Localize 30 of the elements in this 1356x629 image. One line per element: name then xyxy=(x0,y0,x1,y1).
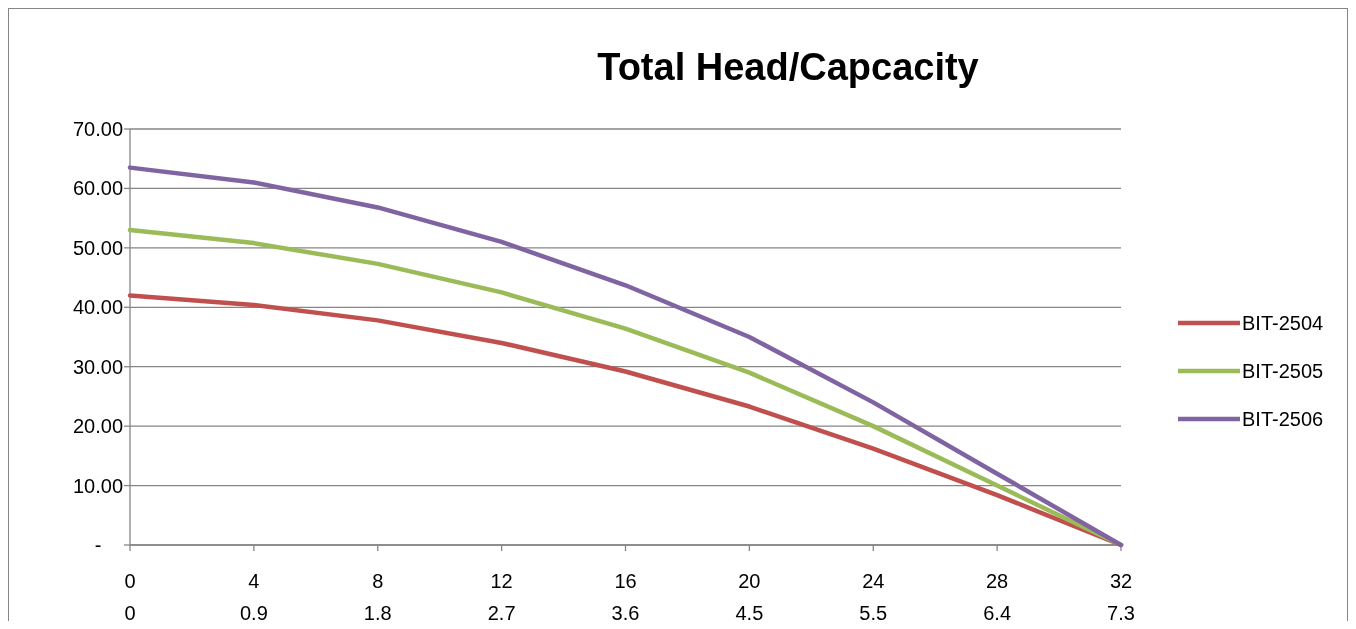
x-tick-label: 8 xyxy=(372,570,384,592)
x-tick-label: 24 xyxy=(862,570,885,592)
x2-tick-label: 3.6 xyxy=(611,602,640,624)
x2-tick-label: 6.4 xyxy=(983,602,1012,624)
y-tick-label: - xyxy=(94,534,102,556)
x2-tick-label: 2.7 xyxy=(487,602,516,624)
y-tick-label: 40.00 xyxy=(72,296,124,319)
y-tick-label: 10.00 xyxy=(72,474,124,497)
x2-tick-label: 0 xyxy=(124,602,136,624)
y-tick-label: 60.00 xyxy=(72,177,124,200)
legend-label: BIT-2505 xyxy=(1242,360,1324,382)
legend-label: BIT-2506 xyxy=(1242,408,1324,430)
x2-tick-label: 0.9 xyxy=(239,602,268,624)
y-tick-label: 30.00 xyxy=(72,355,124,378)
x-tick-label: 32 xyxy=(1109,570,1133,592)
x-tick-label: 16 xyxy=(614,570,637,592)
y-tick-label: 20.00 xyxy=(72,415,124,438)
chart-title: Total Head/Capcacity xyxy=(597,46,979,88)
y-tick-label: 50.00 xyxy=(72,236,124,259)
x2-tick-label: 5.5 xyxy=(859,602,888,624)
x2-tick-label: 7.3 xyxy=(1107,602,1135,624)
x-tick-label: 28 xyxy=(986,570,1009,592)
y-tick-label: 70.00 xyxy=(72,118,124,140)
x-tick-label: 12 xyxy=(490,570,513,592)
x-tick-label: 20 xyxy=(738,570,761,592)
x-tick-label: 4 xyxy=(248,570,260,592)
x2-tick-label: 1.8 xyxy=(363,602,392,624)
x2-tick-label: 4.5 xyxy=(735,602,764,624)
legend-label: BIT-2504 xyxy=(1242,312,1324,334)
x-tick-label: 0 xyxy=(124,570,136,592)
